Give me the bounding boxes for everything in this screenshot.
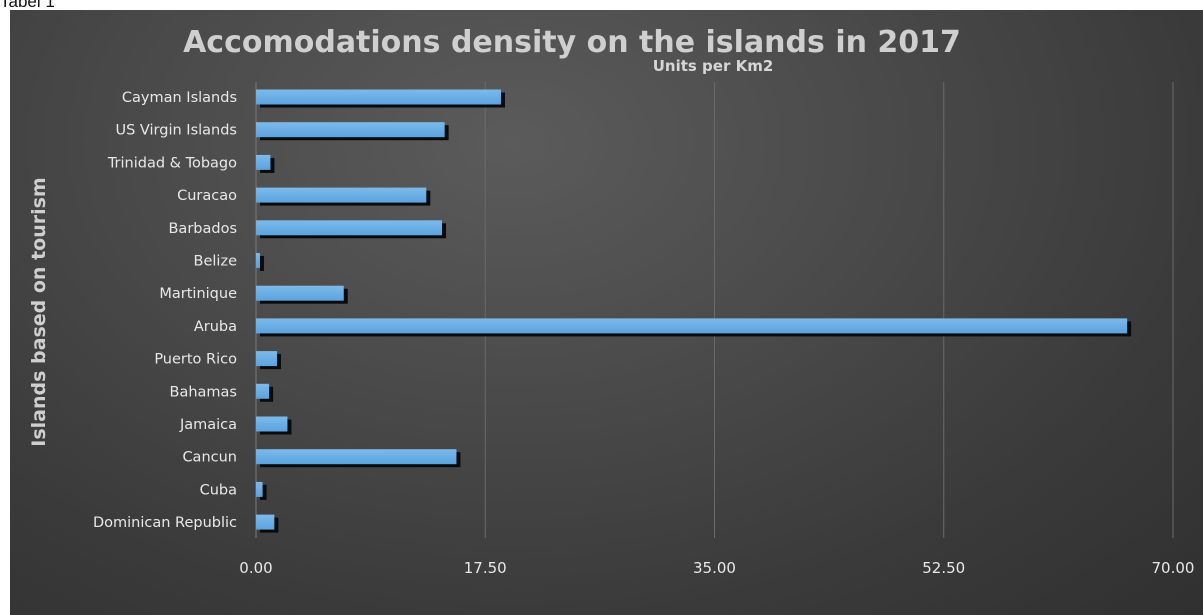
x-tick-label: 0.00 bbox=[239, 559, 272, 577]
x-tick-label: 17.50 bbox=[464, 559, 507, 577]
chart-panel bbox=[10, 10, 1203, 615]
bar bbox=[256, 285, 344, 301]
x-tick-labels: 0.00 17.50 35.00 52.50 70.00 bbox=[239, 559, 1194, 577]
x-tick-label: 35.00 bbox=[693, 559, 736, 577]
category-label: Curacao bbox=[177, 188, 237, 204]
category-label: Belize bbox=[194, 254, 238, 270]
bar bbox=[256, 514, 275, 530]
x-axis-label: Units per Km2 bbox=[653, 57, 774, 75]
category-label: Cuba bbox=[200, 482, 237, 498]
chart-title: Accomodations density on the islands in … bbox=[183, 25, 961, 60]
category-label: Cayman Islands bbox=[122, 90, 237, 106]
bar bbox=[256, 318, 1128, 334]
category-label: Aruba bbox=[194, 319, 237, 335]
bar-shadow bbox=[260, 484, 267, 500]
bar bbox=[256, 449, 457, 465]
bar bbox=[256, 481, 263, 497]
x-tick-label: 70.00 bbox=[1152, 559, 1195, 577]
bar bbox=[256, 383, 270, 399]
category-label: Bahamas bbox=[170, 384, 237, 400]
bar bbox=[256, 154, 271, 170]
x-tick-label: 52.50 bbox=[922, 559, 965, 577]
category-label: Puerto Rico bbox=[154, 352, 237, 368]
bar bbox=[256, 122, 445, 138]
category-label: Cancun bbox=[182, 450, 237, 466]
category-labels: Cayman Islands US Virgin Islands Trinidad … bbox=[93, 90, 237, 531]
bar-shadow bbox=[260, 256, 264, 271]
bars bbox=[256, 89, 1132, 533]
bar bbox=[256, 253, 260, 268]
category-label: Trinidad & Tobago bbox=[107, 155, 237, 171]
bar bbox=[256, 220, 443, 236]
bar bbox=[256, 187, 427, 203]
category-label: Barbados bbox=[168, 221, 237, 237]
category-label: Martinique bbox=[159, 286, 237, 302]
bar bbox=[256, 416, 288, 432]
y-axis-label: Islands based on tourism bbox=[28, 177, 50, 446]
category-label: US Virgin Islands bbox=[116, 123, 238, 139]
bar bbox=[256, 351, 277, 367]
category-label: Jamaica bbox=[179, 417, 237, 433]
bar bbox=[256, 89, 501, 105]
table-caption: Tabel 1 bbox=[0, 0, 55, 11]
gridlines bbox=[255, 82, 1174, 538]
category-label: Dominican Republic bbox=[93, 515, 237, 531]
